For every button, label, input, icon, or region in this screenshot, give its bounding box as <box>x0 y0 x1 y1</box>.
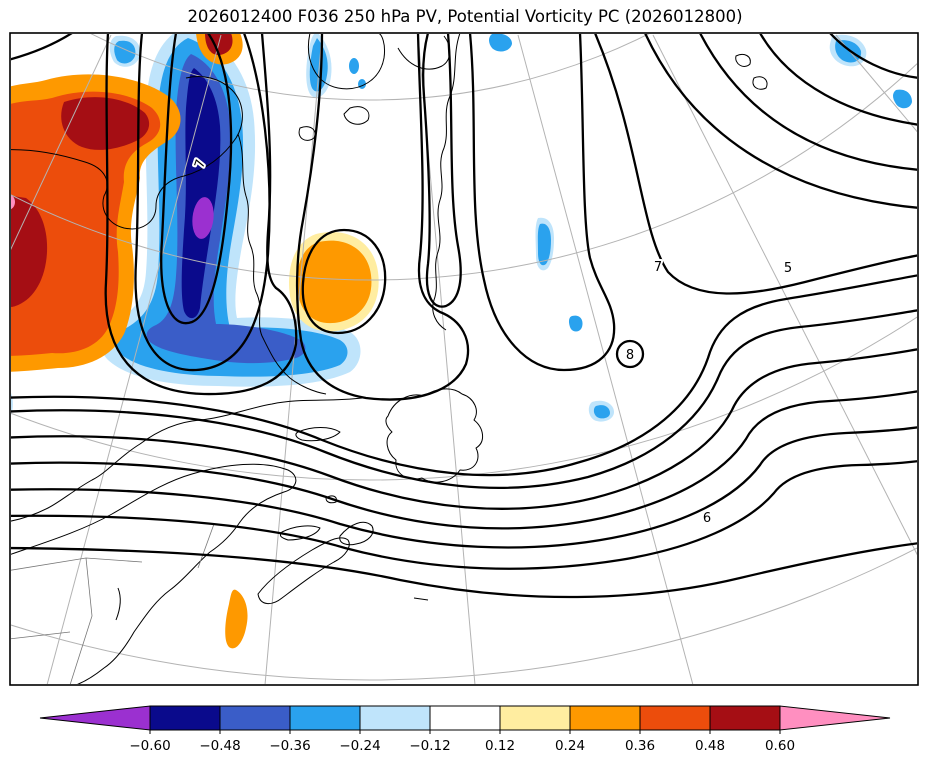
contour-line <box>11 348 917 510</box>
coast-maine <box>77 551 211 684</box>
state-border-line <box>11 557 143 571</box>
coast-nova-scotia <box>257 537 350 604</box>
contour-label: 8 <box>626 348 634 363</box>
contour-line <box>11 426 917 549</box>
contour-loop-8 <box>615 339 645 369</box>
colorbar: −0.60 −0.48 −0.36 −0.24 −0.12 0.12 0.24 0.36 0.4… <box>39 705 891 754</box>
contour-line <box>699 34 917 171</box>
pv-anomaly-patch <box>309 38 328 92</box>
pv-anomaly-patch <box>11 194 15 210</box>
pv-anomaly-patch <box>593 405 610 419</box>
contour-line <box>160 34 233 325</box>
contour-line <box>829 34 917 79</box>
colorbar-segment <box>289 705 361 731</box>
colorbar-segment <box>499 705 571 731</box>
contour-line <box>11 274 917 477</box>
pv-anomaly-patch <box>192 197 214 239</box>
coast-fjords <box>432 34 461 331</box>
colorbar-segment <box>219 705 291 731</box>
contour-label: 5 <box>784 261 792 276</box>
contour-line <box>295 34 470 401</box>
pv-anomaly-patch <box>11 392 13 416</box>
colorbar-segment <box>639 705 711 731</box>
coast-islet-b <box>298 126 316 141</box>
state-border-line <box>69 557 93 684</box>
pv-anomaly-patch <box>489 34 512 52</box>
coast-labrador <box>237 133 327 395</box>
colorbar-segment <box>779 705 891 731</box>
coast-islet-a <box>343 106 370 125</box>
pv-anomaly-patch <box>349 58 359 74</box>
contour-line <box>301 228 387 335</box>
colorbar-segment <box>39 705 151 731</box>
colorbar-tick-label: 0.12 <box>485 738 515 754</box>
contour-line <box>11 542 917 599</box>
contour-line <box>468 34 616 372</box>
contour-label: 6 <box>703 511 711 526</box>
pv-anomaly-patch <box>11 195 48 307</box>
pv-contours <box>11 34 917 599</box>
colorbar-tick-label: −0.24 <box>339 738 380 754</box>
colorbar-segment <box>429 705 501 731</box>
colorbar-segment <box>709 705 781 731</box>
colorbar-tick-label: −0.60 <box>129 738 170 754</box>
state-border-line <box>197 523 215 569</box>
coast-pei <box>279 525 321 541</box>
colorbar-tick-label: 0.60 <box>765 738 795 754</box>
coast-island-tr-a <box>735 53 751 67</box>
state-border-line <box>11 631 71 640</box>
contour-line <box>422 34 462 308</box>
colorbar-tick-label: 0.24 <box>555 738 585 754</box>
contour-line <box>104 34 298 396</box>
map-frame <box>9 32 919 686</box>
colorbar-tick-label: −0.36 <box>269 738 310 754</box>
coast-sable <box>413 597 429 601</box>
contour-line <box>11 309 917 490</box>
figure-title: 2026012400 F036 250 hPa PV, Potential Vo… <box>187 7 742 26</box>
pv-anomaly-patch <box>225 589 248 649</box>
colorbar-segment <box>149 705 221 731</box>
colorbar-tick-label: 0.48 <box>695 738 725 754</box>
pv-anomaly-patch <box>893 89 912 109</box>
pv-anomaly-patch <box>568 315 583 332</box>
coast-newfoundland <box>385 388 483 483</box>
contour-line <box>11 390 917 530</box>
contour-line <box>134 34 271 372</box>
contour-line <box>644 34 917 209</box>
contour-line <box>11 34 73 61</box>
coast-magdalen <box>325 495 337 504</box>
pv-anomaly-patch <box>114 40 136 64</box>
contour-line <box>11 460 917 570</box>
state-borders <box>11 523 215 684</box>
pv-anomaly-patch <box>537 223 551 266</box>
pv-anomaly-patch <box>181 68 221 319</box>
contour-label: 7 <box>654 260 662 275</box>
coast-baffin-a <box>308 34 385 90</box>
coast-cape-breton <box>339 521 374 546</box>
colorbar-segment <box>569 705 641 731</box>
coast-island-tr-b <box>752 76 768 90</box>
coast-hudson-strait-ungava <box>11 76 243 230</box>
pv-anomaly-patch <box>0 386 11 423</box>
pv-anomaly-patch <box>61 97 150 150</box>
coast-lake-champlain <box>115 587 121 621</box>
colorbar-segment <box>359 705 431 731</box>
contour-line <box>594 34 917 295</box>
colorbar-tick-label: 0.36 <box>625 738 655 754</box>
contour-line <box>759 34 917 126</box>
colorbar-tick-label: −0.48 <box>199 738 240 754</box>
graticule <box>11 34 917 684</box>
pv-anomaly-patch <box>11 91 161 356</box>
colorbar-tick-label: −0.12 <box>409 738 450 754</box>
pv-anomaly-patch <box>296 240 372 324</box>
